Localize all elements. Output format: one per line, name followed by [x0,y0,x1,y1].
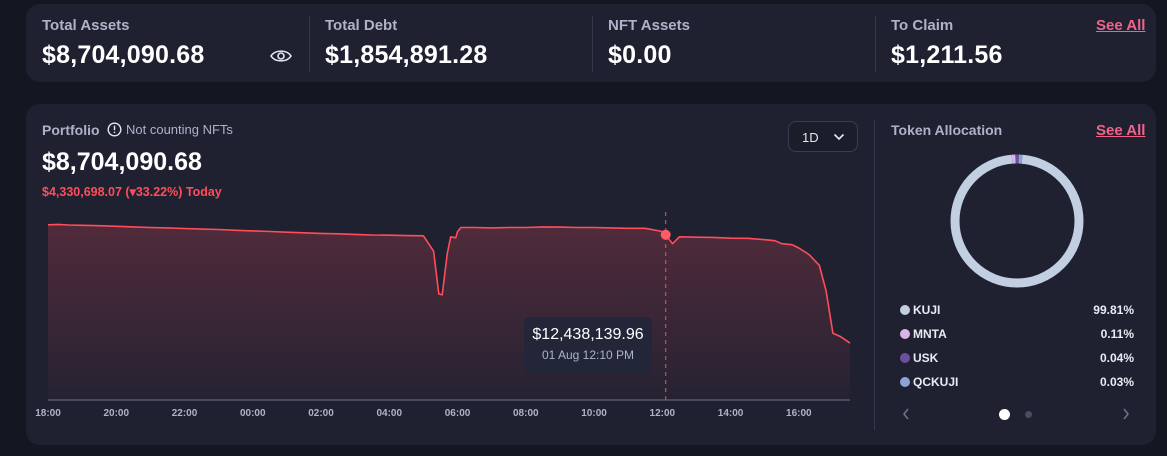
chart-x-tick: 08:00 [512,408,539,419]
to-claim-value: $1,211.56 [891,41,1003,69]
tooltip-time: 01 Aug 12:10 PM [541,348,635,362]
time-range-value: 1D [802,130,819,145]
portfolio-value: $8,704,090.68 [42,148,202,176]
portfolio-card: Portfolio Not counting NFTs $8,704,090.6… [26,104,1156,445]
portfolio-chart[interactable] [42,212,862,407]
legend-swatch [900,353,910,363]
chevron-down-icon [833,133,845,141]
total-assets-label: Total Assets [42,17,130,34]
chart-x-tick: 04:00 [376,408,403,419]
donut-segment-usk[interactable] [950,154,1084,288]
total-debt-label: Total Debt [325,17,398,34]
chart-x-tick: 18:00 [35,408,61,419]
to-claim-label: To Claim [891,17,954,34]
token-allocation-title: Token Allocation [891,122,1003,138]
chart-x-tick: 16:00 [786,408,812,419]
token-allocation-donut[interactable] [948,152,1086,290]
allocation-see-all-link[interactable]: See All [1096,122,1146,139]
total-assets-stat: Total Assets $8,704,090.68 [42,17,204,70]
total-debt-value: $1,854,891.28 [325,41,488,69]
pager-dot-active[interactable] [999,409,1010,420]
summary-card: Total Assets $8,704,090.68 Total Debt $1… [26,4,1156,82]
portfolio-change: $4,330,698.07 (▾33.22%) Today [42,185,222,199]
stat-divider [592,16,593,72]
eye-icon[interactable] [269,47,293,65]
chevron-right-icon[interactable] [1121,407,1131,421]
nft-note: Not counting NFTs [126,122,233,137]
legend-token-pct: 0.04% [1099,351,1134,365]
total-assets-value: $8,704,090.68 [42,41,205,69]
to-claim-see-all-link[interactable]: See All [1096,17,1146,34]
tooltip-value: $12,438,139.96 [532,326,644,343]
nft-assets-value: $0.00 [608,41,672,69]
chart-x-tick: 20:00 [103,408,130,419]
chart-tooltip: $12,438,139.96 01 Aug 12:10 PM [524,317,652,373]
legend-token-name: MNTA [913,327,947,341]
to-claim-stat: To Claim $1,211.56 [891,17,1003,70]
donut-segment-kuji[interactable] [950,154,1084,288]
chart-area-fill [48,224,850,400]
panel-divider [874,120,875,430]
legend-token-pct: 0.11% [1100,327,1134,341]
legend-item-mnta[interactable]: MNTA 0.11% [898,327,1134,343]
time-range-select[interactable]: 1D [788,121,858,152]
chart-x-tick: 06:00 [444,408,471,419]
chart-x-tick: 00:00 [239,408,266,419]
chart-hover-point [660,229,671,240]
legend-item-usk[interactable]: USK 0.04% [898,351,1134,367]
chart-x-tick: 22:00 [171,408,198,419]
chart-x-tick: 12:00 [649,408,676,419]
legend-swatch [900,305,910,315]
chart-x-tick: 02:00 [308,408,334,419]
chevron-left-icon[interactable] [901,407,911,421]
info-icon[interactable] [107,122,122,137]
legend-item-qckuji[interactable]: QCKUJI 0.03% [898,375,1134,391]
legend-token-name: QCKUJI [913,375,959,389]
legend-item-kuji[interactable]: KUJI 99.81% [898,303,1134,319]
legend-swatch [900,377,910,387]
total-debt-stat: Total Debt $1,854,891.28 [325,17,487,70]
legend-token-pct: 99.81% [1093,303,1134,317]
legend-token-pct: 0.03% [1099,375,1134,389]
pager-dot[interactable] [1025,411,1032,418]
chart-x-tick: 14:00 [717,408,744,419]
chart-series-line [47,223,851,344]
legend-swatch [900,329,910,339]
chart-x-tick: 10:00 [581,408,607,419]
nft-assets-label: NFT Assets [608,17,690,34]
portfolio-label: Portfolio [42,122,100,138]
nft-assets-stat: NFT Assets $0.00 [608,17,690,70]
stat-divider [309,16,310,72]
legend-token-name: KUJI [913,303,941,317]
legend-token-name: USK [913,351,939,365]
stat-divider [875,16,876,72]
